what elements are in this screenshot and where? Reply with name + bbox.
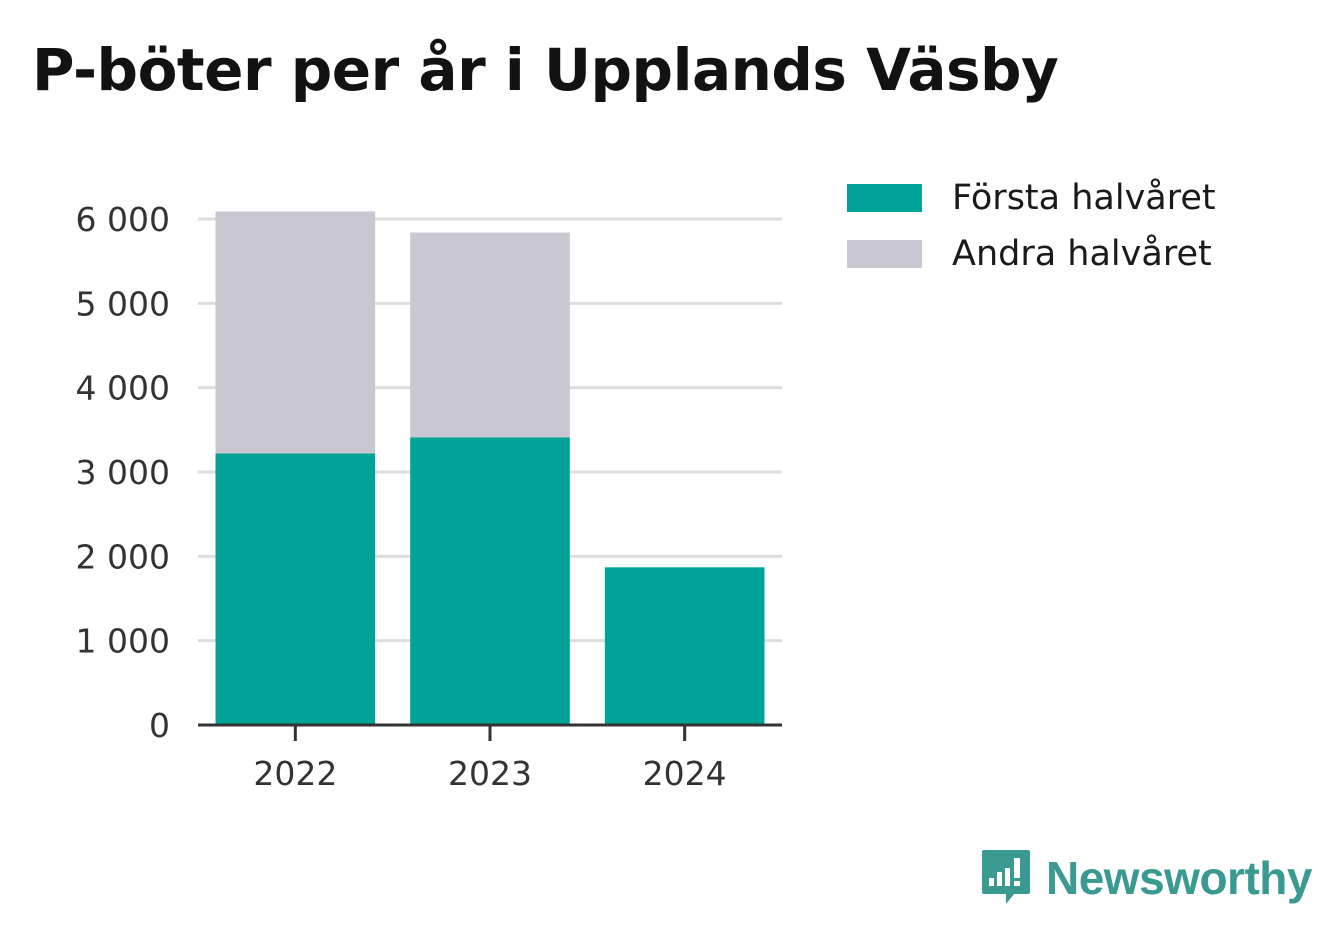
bars [215, 211, 765, 725]
y-tick-label: 4 000 [76, 369, 170, 408]
x-tick-label: 2022 [253, 754, 337, 793]
y-tick-label: 1 000 [76, 622, 170, 661]
y-axis: 0 1 000 2 000 3 000 4 000 5 000 6 000 [76, 200, 170, 745]
bar-2022-series-1 [215, 211, 376, 454]
y-tick-label: 2 000 [76, 537, 170, 576]
bar-2023-series-0 [410, 437, 570, 725]
legend-label-first-half: Första halvåret [952, 178, 1216, 218]
brand-name: Newsworthy [1046, 852, 1312, 904]
bar-2022-series-0 [215, 453, 376, 725]
y-tick-label: 3 000 [76, 453, 170, 492]
x-tick-label: 2023 [448, 754, 532, 793]
legend-item-first-half: Första halvåret [847, 170, 1216, 226]
legend-label-second-half: Andra halvåret [952, 234, 1212, 274]
legend-item-second-half: Andra halvåret [847, 226, 1216, 282]
legend-swatch-first-half [847, 184, 922, 212]
y-tick-label: 5 000 [76, 284, 170, 323]
bar-2023-series-1 [410, 232, 570, 438]
x-tick-label: 2024 [643, 754, 727, 793]
brand: Newsworthy [980, 848, 1312, 908]
x-axis: 2022 2023 2024 [198, 723, 782, 793]
bar-2024-series-0 [604, 567, 765, 725]
y-tick-label: 0 [149, 706, 170, 745]
newsworthy-logo-icon [982, 850, 1030, 904]
legend-swatch-second-half [847, 240, 922, 268]
legend: Första halvåret Andra halvåret [847, 170, 1216, 282]
chart-title: P-böter per år i Upplands Väsby [32, 36, 1059, 104]
y-tick-label: 6 000 [76, 200, 170, 239]
